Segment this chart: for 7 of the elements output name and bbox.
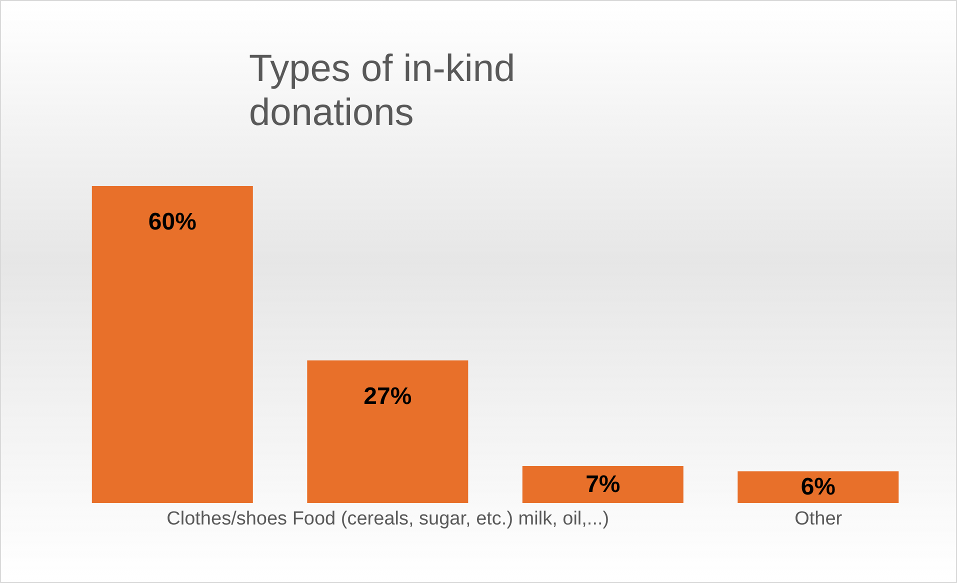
x-tick-label: Other	[794, 508, 843, 530]
data-label: 27%	[364, 382, 412, 410]
x-tick-label: Clothes/shoes Food (cereals, sugar, etc.) milk, oil,...)	[166, 508, 610, 530]
data-label: 60%	[148, 208, 196, 236]
data-label: 7%	[586, 471, 620, 498]
chart-title: Types of in-kind donations	[249, 47, 516, 135]
data-label: 6%	[800, 474, 836, 501]
